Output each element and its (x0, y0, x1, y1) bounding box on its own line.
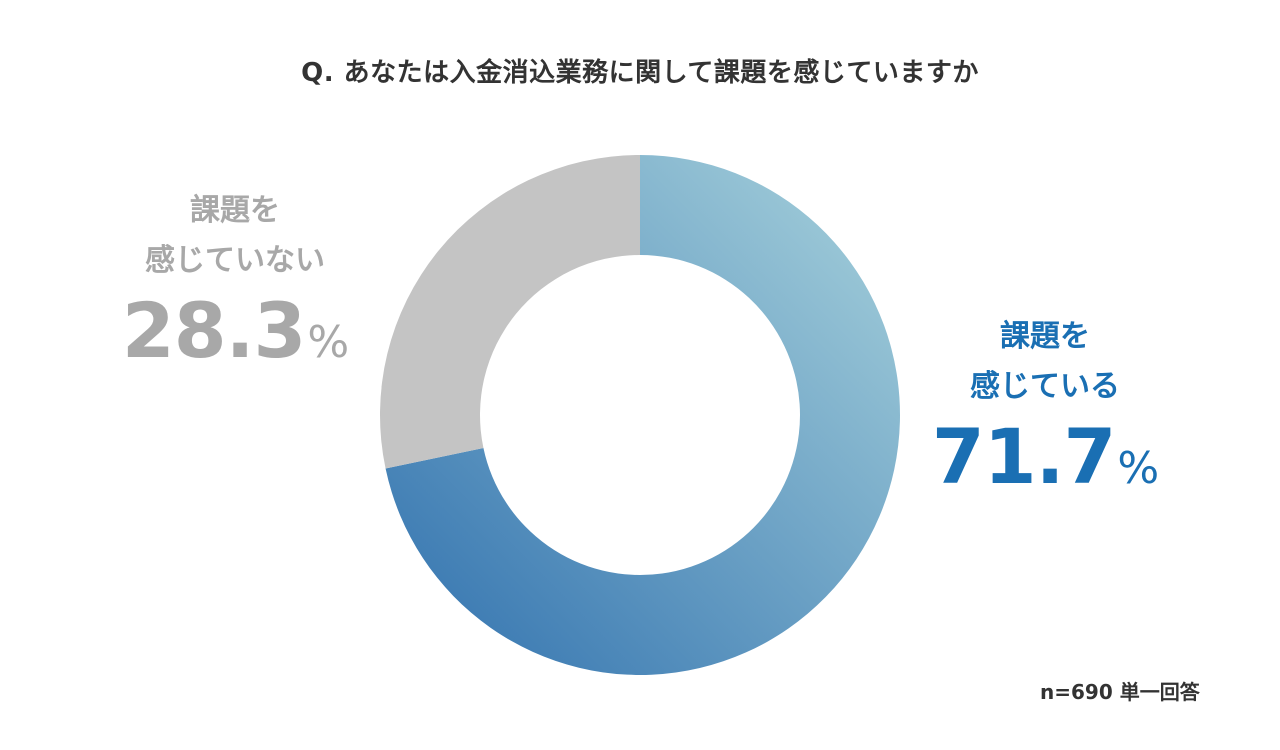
slice-value-number: 71.7 (931, 412, 1117, 501)
slice-value: 28.3% (100, 286, 370, 388)
slice-label-line1: 課題を (190, 193, 280, 228)
slice-value-unit: % (1117, 443, 1159, 494)
slice-label-line2: 感じていない (145, 243, 325, 278)
chart-title: Q. あなたは入金消込業務に関して課題を感じていますか (301, 58, 979, 88)
slice-feeling-issues (385, 155, 900, 675)
slice-value: 71.7% (920, 412, 1170, 514)
slice-label-feeling: 課題を 感じている 71.7% (920, 312, 1170, 514)
slice-not-feeling-issues (380, 155, 640, 469)
slice-label-not-feeling: 課題を 感じていない 28.3% (100, 186, 370, 388)
slice-label-line2: 感じている (970, 369, 1120, 404)
sample-note: n=690 単一回答 (1040, 680, 1200, 704)
slice-value-number: 28.3 (121, 286, 307, 375)
slice-label-line1: 課題を (1000, 319, 1090, 354)
slice-value-unit: % (307, 317, 349, 368)
